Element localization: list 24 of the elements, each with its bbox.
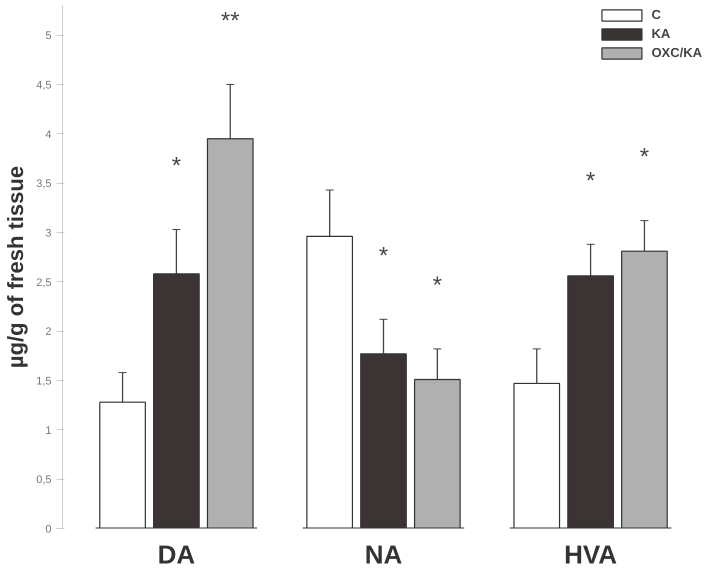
y-axis-title: µg/g of fresh tissue bbox=[3, 166, 28, 368]
annotation: * bbox=[586, 167, 596, 194]
y-tick-label: 4 bbox=[45, 128, 52, 141]
y-tick-label: 1,5 bbox=[36, 375, 52, 388]
legend-label: OXC/KA bbox=[651, 45, 702, 60]
annotation: * bbox=[378, 242, 388, 270]
legend-label: C bbox=[651, 7, 662, 22]
annotation: * bbox=[640, 144, 650, 171]
y-tick-label: 1 bbox=[45, 424, 52, 437]
y-tick-label: 2 bbox=[45, 326, 52, 338]
y-tick-label: 4,5 bbox=[36, 79, 52, 92]
x-tick-label: DA bbox=[158, 540, 196, 570]
annotation: ** bbox=[220, 7, 240, 34]
y-tick-label: 3,5 bbox=[36, 178, 52, 190]
annotation: * bbox=[432, 272, 442, 299]
y-tick-label: 2,5 bbox=[36, 276, 52, 289]
y-tick-label: 0 bbox=[45, 524, 52, 536]
y-tick-label: 3 bbox=[45, 227, 52, 240]
legend-label: KA bbox=[651, 26, 672, 41]
y-tick-label: 5 bbox=[45, 30, 52, 42]
annotation: * bbox=[172, 152, 182, 180]
y-tick-label: 0,5 bbox=[36, 474, 52, 486]
x-tick-label: NA bbox=[364, 540, 402, 570]
x-tick-label: HVA bbox=[564, 540, 618, 570]
